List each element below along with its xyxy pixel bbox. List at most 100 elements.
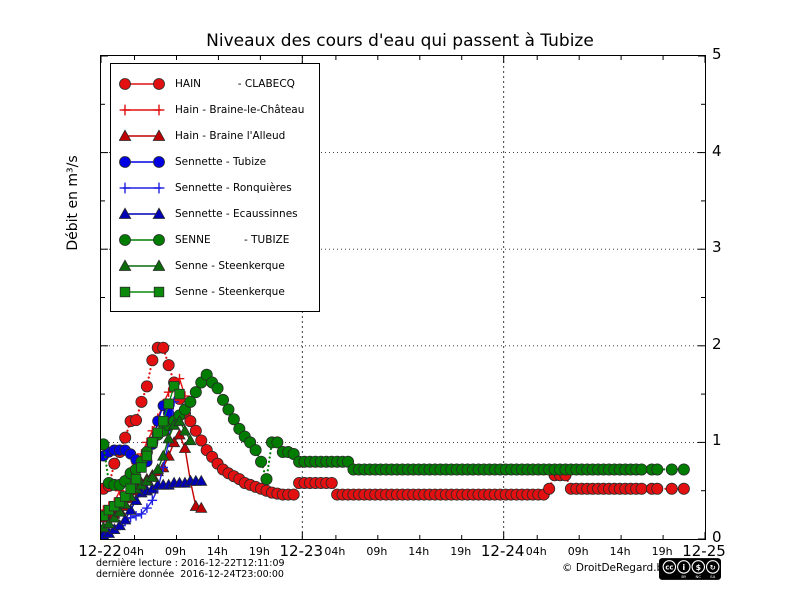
legend-item-label: Senne - Steenkerque [175,286,285,298]
data-point [287,488,300,501]
plus-marker-icon [119,100,165,120]
plot-area [100,55,706,540]
data-point [153,104,165,116]
data-point [195,474,208,486]
data-point [157,341,170,354]
legend-item-label: Sennette - Tubize [175,156,267,168]
circle-marker-icon [119,230,165,250]
triangle-marker-icon [119,204,165,224]
data-point [119,207,132,219]
data-point [189,386,202,399]
svg-text:i: i [682,562,685,572]
data-point [136,462,147,473]
data-point [189,424,202,437]
legend-item-6[interactable]: SENNE - TUBIZE [111,227,319,253]
legend-item-label: Senne - Steenkerque [175,260,285,272]
data-point [152,129,165,141]
data-point [217,393,230,406]
data-point [157,449,170,461]
data-point [142,503,152,513]
x-tick-label: 09h [366,545,388,558]
legend-item-1[interactable]: Hain - Braine-le-Château [111,97,319,123]
data-point [135,395,148,408]
data-point [255,455,268,468]
svg-text:↻: ↻ [710,563,716,572]
data-point [101,510,109,522]
data-point [119,234,131,246]
chart-legend: HAIN - CLABECQ Hain - Braine-le-Château Ha… [110,63,320,312]
data-point [184,415,197,428]
data-point [543,482,556,495]
x-tick-label: 04h [525,545,547,558]
data-point [140,380,153,393]
plot-svg [101,56,705,539]
data-point [147,495,158,506]
legend-item-7[interactable]: Senne - Steenkerque [111,253,319,279]
y-tick-label: 0 [712,528,722,546]
data-point [136,509,147,519]
legend-item-label: Hain - Braine l'Alleud [175,130,286,142]
x-tick-label: 12-22 [78,542,122,560]
x-tick-label: 04h [324,545,346,558]
legend-item-3[interactable]: Sennette - Tubize [111,149,319,175]
cc-by-nc-sa-icon: cc i $ ↻ BY NC SA [659,558,721,580]
data-point [119,431,132,444]
data-point [102,517,116,529]
plus-marker-icon [119,178,165,198]
data-point [168,381,180,392]
data-point [178,424,192,436]
series-5 [101,474,208,539]
triangle-marker-icon [119,126,165,146]
data-point [174,373,185,384]
legend-item-label: Sennette - Ecaussinnes [175,208,298,220]
series-7 [101,414,197,533]
data-point [677,482,690,495]
x-tick-label: 19h [450,545,472,558]
y-tick-label: 5 [712,45,722,63]
data-point [147,437,158,448]
data-point [249,444,262,457]
data-point [158,415,169,427]
data-point [153,156,165,168]
x-tick-label: 12-25 [682,542,726,560]
legend-item-2[interactable]: Hain - Braine l'Alleud [111,123,319,149]
data-point [119,491,131,502]
data-point [108,457,121,470]
x-tick-label: 09h [567,545,589,558]
data-point [113,519,126,531]
last-data-label: dernière donnée 2016-12-24T23:00:00 [96,568,284,580]
data-point [118,513,132,525]
legend-item-5[interactable]: Sennette - Ecaussinnes [111,201,319,227]
x-tick-label: 14h [408,545,430,558]
legend-item-label: HAIN - CLABECQ [175,78,295,90]
data-point [141,450,153,462]
data-point [163,398,174,409]
data-point [153,234,165,246]
data-point [178,441,192,453]
legend-item-label: SENNE - TUBIZE [175,234,290,246]
legend-item-4[interactable]: Sennette - Ronquières [111,175,319,201]
legend-item-label: Hain - Braine-le-Château [175,104,305,116]
data-point [184,395,197,408]
data-point [125,483,136,494]
data-point [131,511,141,521]
data-point [173,414,186,426]
data-point [130,473,142,485]
data-point [162,432,175,444]
legend-item-0[interactable]: HAIN - CLABECQ [111,71,319,97]
data-point [271,436,284,449]
data-point [151,463,164,475]
data-point [119,286,131,298]
license-letter-sa: SA [710,574,716,579]
legend-item-8[interactable]: Senne - Steenkerque [111,279,319,305]
legend-item-label: Sennette - Ronquières [175,182,292,194]
data-point [119,104,131,116]
data-point [114,497,125,508]
copyright-label: © DroitDeRegard.be [562,562,670,574]
y-tick-label: 4 [712,141,722,160]
data-point [635,463,648,476]
data-point [195,434,208,447]
data-point [119,129,132,141]
data-point [153,182,165,194]
x-tick-label: 09h [165,545,186,558]
